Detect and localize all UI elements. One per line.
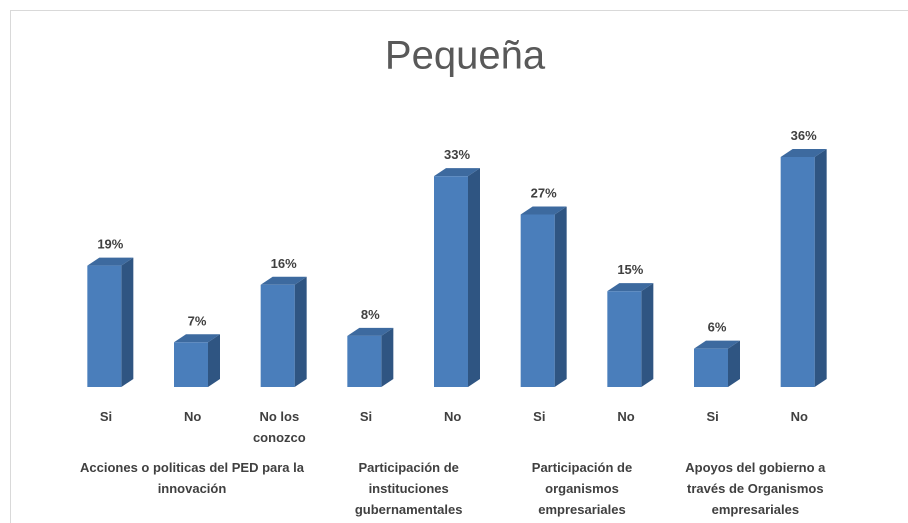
- bar-top: [780, 149, 827, 157]
- bar: [780, 157, 815, 387]
- data-label: 36%: [791, 128, 817, 143]
- group-label: Participación de organismos empresariale…: [531, 460, 633, 517]
- data-label: 7%: [188, 313, 207, 328]
- bar-top: [347, 327, 394, 336]
- x-tick-label: No: [617, 409, 635, 424]
- data-label: 33%: [444, 147, 470, 162]
- bar-top: [434, 168, 480, 177]
- bar-top: [694, 340, 740, 349]
- x-tick-label: No: [790, 409, 808, 424]
- bar-side: [554, 206, 567, 387]
- x-tick-label: No: [443, 409, 462, 424]
- x-tick-label: Si: [706, 409, 719, 424]
- chart-border: [10, 10, 908, 523]
- bar-side: [728, 340, 740, 387]
- group-label: Acciones o politicas del PED para la inn…: [80, 460, 304, 496]
- bar: [607, 291, 642, 387]
- bar: [174, 342, 208, 387]
- bar-side: [208, 334, 220, 387]
- bar-side: [468, 168, 480, 387]
- bar: [87, 265, 122, 387]
- bar-side: [294, 276, 307, 387]
- bar: [347, 335, 382, 387]
- data-label: 8%: [361, 307, 380, 322]
- x-tick-label: No los conozco: [252, 409, 306, 445]
- bar: [260, 284, 295, 387]
- group-label: Apoyos del gobierno a través de Organism…: [685, 460, 826, 517]
- bar: [434, 176, 468, 387]
- bar-top: [520, 206, 567, 215]
- data-label: 19%: [97, 237, 123, 252]
- bar-top: [607, 283, 654, 292]
- data-label: 6%: [708, 320, 727, 335]
- x-tick-label: No: [183, 409, 202, 424]
- x-tick-label: Si: [533, 409, 546, 424]
- data-label: 15%: [617, 262, 643, 277]
- bar-side: [121, 257, 134, 387]
- data-label: 27%: [531, 186, 557, 201]
- data-label: 16%: [271, 256, 297, 271]
- bar-top: [174, 334, 220, 343]
- chart-title: Pequeña: [385, 34, 546, 78]
- group-label: Participación de instituciones gubername…: [354, 460, 463, 517]
- bar-side: [814, 149, 827, 387]
- bar: [694, 348, 728, 387]
- x-tick-label: Si: [359, 409, 373, 424]
- bar-top: [87, 257, 134, 266]
- x-tick-label: Si: [99, 409, 113, 424]
- bar-top: [260, 276, 307, 285]
- bar: [520, 214, 555, 387]
- bar-side: [381, 327, 394, 387]
- bar-side: [641, 283, 654, 387]
